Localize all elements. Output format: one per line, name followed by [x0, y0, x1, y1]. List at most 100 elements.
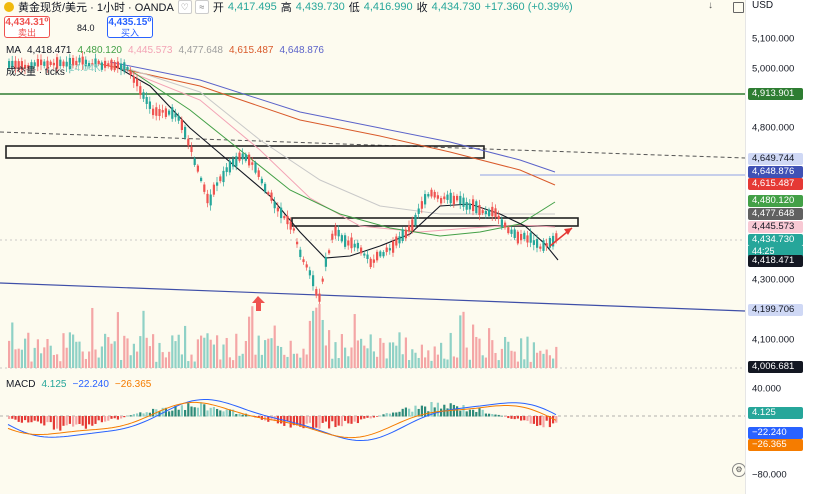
candle-body: [14, 60, 17, 69]
macd-bar: [552, 416, 555, 424]
volume-bar: [216, 335, 219, 368]
macd-bar: [395, 412, 398, 417]
macd-label: MACD: [6, 379, 36, 390]
macd-bar: [145, 412, 148, 417]
macd-bar: [302, 416, 305, 429]
macd-line: [7, 399, 557, 442]
breakout-zone: [291, 217, 579, 227]
candle-body: [462, 197, 465, 207]
volume-bar: [542, 353, 545, 368]
macd-bar: [46, 416, 49, 423]
candle-body: [168, 110, 171, 115]
symbol-title[interactable]: 黄金现货/美元 · 1小时 · OANDA: [18, 2, 174, 14]
volume-bar: [174, 341, 177, 368]
macd-bar: [91, 416, 94, 426]
volume-bar: [59, 361, 62, 368]
volume-bar: [46, 338, 49, 368]
currency-label[interactable]: USD: [752, 0, 774, 11]
price-scale[interactable]: USD 5,100.000 5,000.000 4,800.000 4,300.…: [745, 0, 830, 494]
volume-bar: [526, 336, 529, 368]
candle-body: [232, 158, 235, 167]
macd-bar: [459, 410, 462, 417]
candle-body: [360, 247, 363, 254]
candle-body: [52, 62, 55, 66]
macd-bar: [196, 407, 199, 417]
candle-body: [27, 65, 30, 69]
descending-trendline: [0, 282, 745, 312]
volume-bar: [260, 354, 263, 368]
open-label: 开: [212, 2, 224, 14]
macd-bar: [465, 411, 468, 417]
macd-bar: [372, 416, 375, 418]
candle-body: [536, 239, 539, 248]
price-tag: 4,480.120: [748, 195, 803, 207]
volume-bar: [315, 307, 318, 368]
price-tag: 4,477.648: [748, 208, 803, 220]
macd-bar: [324, 416, 327, 422]
macd-bar: [219, 410, 222, 417]
heart-icon[interactable]: ♡: [177, 0, 192, 14]
candle-body: [142, 92, 145, 99]
volume-bar: [110, 343, 113, 368]
candle-body: [43, 61, 46, 66]
candle-body: [235, 156, 238, 167]
volume-bar: [123, 335, 126, 368]
candle-countdown: 44:25: [748, 246, 803, 256]
ma-line-3: [119, 67, 556, 233]
candle-body: [139, 86, 142, 95]
price-tick: 4,300.000: [752, 274, 795, 286]
volume-bar: [11, 322, 14, 368]
volume-bar: [88, 351, 91, 368]
candle-body: [315, 289, 318, 296]
macd-bar: [366, 416, 369, 418]
approx-icon[interactable]: ≈: [194, 0, 209, 14]
ma-legend[interactable]: MA 4,418.471 4,480.120 4,445.573 4,477.6…: [6, 45, 324, 56]
candle-body: [308, 270, 311, 276]
volume-legend[interactable]: 成交量 · ticks 14.04K: [6, 63, 101, 78]
change-value: +17.360 (+0.39%): [484, 1, 573, 13]
macd-bar: [331, 416, 334, 422]
volume-bar: [465, 347, 468, 368]
collapse-arrow-icon[interactable]: ↓: [708, 0, 713, 11]
volume-bar: [203, 337, 206, 368]
ma-value-3: 4,445.573: [128, 45, 173, 56]
macd-bar: [494, 414, 497, 417]
volume-bar: [468, 359, 471, 368]
macd-bar: [49, 416, 52, 423]
candle-body: [260, 178, 263, 184]
macd-bar: [424, 406, 427, 417]
volume-bar: [116, 312, 119, 368]
candle-body: [443, 196, 446, 200]
sell-button[interactable]: 4,434.31⁰ 卖出: [4, 16, 50, 38]
fullscreen-icon[interactable]: [733, 2, 744, 13]
macd-bar: [216, 408, 219, 417]
volume-bar: [408, 360, 411, 368]
macd-bar: [228, 409, 231, 417]
volume-bar: [228, 357, 231, 368]
volume-bar: [382, 342, 385, 368]
volume-bar: [132, 343, 135, 368]
price-chart[interactable]: [0, 0, 745, 494]
volume-bar: [14, 349, 17, 368]
price-tag: 4,445.573: [748, 221, 803, 233]
ma-line-4: [119, 65, 555, 215]
candle-body: [340, 235, 343, 242]
buy-button[interactable]: 4,435.15⁰ 买入: [107, 16, 153, 38]
volume-bar: [235, 333, 238, 368]
chart-area[interactable]: 黄金现货/美元 · 1小时 · OANDA ♡ ≈ 开 4,417.495 高 4,…: [0, 0, 746, 494]
candle-body: [203, 184, 206, 192]
candle-body: [123, 62, 126, 72]
settings-gear-icon[interactable]: ⚙: [732, 463, 746, 477]
volume-bar: [81, 351, 84, 368]
price-tag: 4,648.876: [748, 166, 803, 178]
macd-bar: [238, 413, 241, 417]
candle-body: [440, 198, 443, 204]
volume-bar: [545, 349, 548, 368]
macd-bar: [110, 416, 113, 419]
volume-bar: [142, 310, 145, 368]
macd-bar: [478, 408, 481, 417]
macd-bar: [190, 406, 193, 417]
macd-legend[interactable]: MACD 4.125 −22.240 −26.365: [6, 379, 151, 390]
volume-bar: [148, 346, 151, 368]
volume-bar: [65, 347, 68, 368]
